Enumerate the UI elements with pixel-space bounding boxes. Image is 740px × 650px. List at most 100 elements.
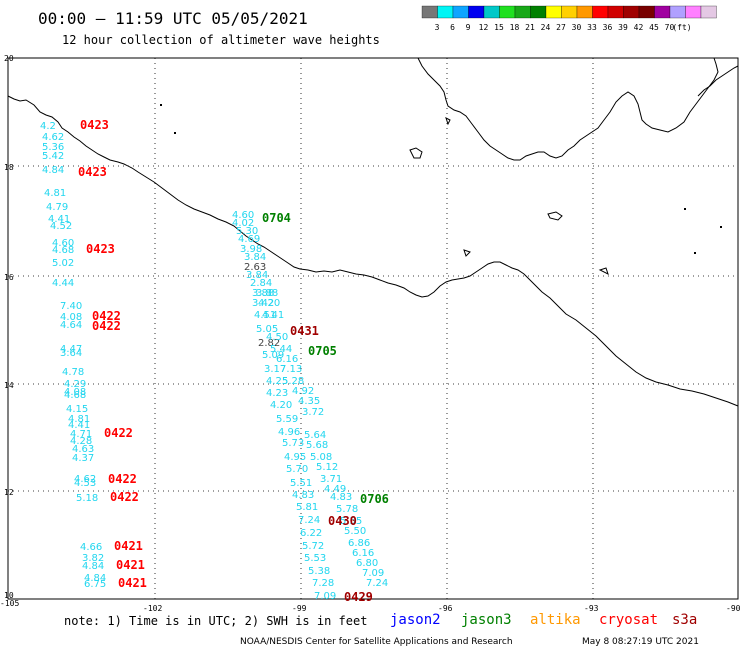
wave-height-label: 4.92 bbox=[292, 386, 314, 397]
colorbar-swatch bbox=[576, 5, 593, 19]
wave-height-label: 4.71 bbox=[70, 429, 92, 440]
colorbar-label: 42 bbox=[634, 23, 644, 32]
pass-time: 0422 bbox=[110, 490, 139, 504]
wave-height-label: 5.42 bbox=[42, 151, 64, 162]
wave-height-label: 5.44 bbox=[270, 344, 292, 355]
wave-height-label: 4.28 bbox=[70, 436, 92, 447]
pass-time: 0422 bbox=[92, 319, 121, 333]
colorbar-swatch bbox=[437, 5, 454, 19]
wave-height-label: 4.84 bbox=[42, 165, 64, 176]
x-tick-label: -102 bbox=[143, 604, 162, 613]
pass-time: 0422 bbox=[108, 472, 137, 486]
wave-height-colorbar: 3 6 9 12 15 18 21 24 27 30 33 36 39 42 45 70(ft) bbox=[421, 5, 717, 32]
wave-height-label: 3.82 bbox=[82, 553, 104, 564]
mission-altika: altika bbox=[530, 612, 581, 628]
wave-height-label: 4.66 bbox=[80, 542, 102, 553]
wave-height-label: 5.59 bbox=[276, 414, 298, 425]
colorbar-label: 70 bbox=[665, 23, 675, 32]
colorbar-swatch bbox=[638, 5, 655, 19]
wave-height-label: 5.08 bbox=[310, 452, 332, 463]
colorbar-swatch bbox=[483, 5, 500, 19]
wave-height-label: 6.80 bbox=[356, 558, 378, 569]
colorbar-swatch bbox=[685, 5, 702, 19]
timestamp: May 8 08:27:19 UTC 2021 bbox=[582, 637, 699, 647]
x-tick-label: -99 bbox=[292, 604, 307, 613]
wave-height-label: 4.35 bbox=[298, 396, 320, 407]
gulf-coastline bbox=[417, 57, 719, 161]
wave-height-label: 3.71 bbox=[320, 474, 342, 485]
footer-note: note: 1) Time is in UTC; 2) SWH is in fe… bbox=[64, 614, 367, 628]
y-tick-label: 18 bbox=[4, 163, 14, 172]
wave-height-label: 5.30 bbox=[236, 226, 258, 237]
wave-height-label: 4.78 bbox=[62, 367, 84, 378]
wave-height-label: 2.84 bbox=[250, 278, 272, 289]
wave-height-label: 4.81 bbox=[68, 414, 90, 425]
wave-height-label: 4.62 bbox=[74, 474, 96, 485]
pass-time: 0706 bbox=[360, 492, 389, 506]
wave-height-label: 3.42 bbox=[252, 298, 274, 309]
wave-height-label: 4.63 bbox=[72, 444, 94, 455]
y-tick-label: 10 bbox=[4, 591, 14, 600]
wave-height-label: 4.29 bbox=[64, 379, 86, 390]
wave-height-label: 4.08 bbox=[60, 312, 82, 323]
wave-height-label: 4.84 bbox=[82, 561, 104, 572]
pass-time: 0422 bbox=[92, 309, 121, 323]
colorbar-swatch bbox=[623, 5, 640, 19]
wave-height-label: 4.96 bbox=[278, 427, 300, 438]
colorbar-swatch bbox=[499, 5, 516, 19]
wave-height-label: 4.20 bbox=[258, 298, 280, 309]
wave-height-label: 4.68 bbox=[64, 390, 86, 401]
wave-height-label: 4.37 bbox=[72, 453, 94, 464]
colorbar-swatch bbox=[530, 5, 547, 19]
wave-height-label: 3.84 bbox=[246, 270, 268, 281]
colorbar-label: 3 bbox=[435, 23, 440, 32]
colorbar-swatch bbox=[452, 5, 469, 19]
colorbar-label: 21 bbox=[525, 23, 535, 32]
wave-height-label: 4.23 bbox=[266, 388, 288, 399]
mission-jason3: jason3 bbox=[461, 612, 512, 628]
coastline bbox=[7, 95, 739, 407]
wave-height-label: 5.51 bbox=[290, 478, 312, 489]
colorbar-label: 9 bbox=[466, 23, 471, 32]
colorbar-swatch bbox=[561, 5, 578, 19]
wave-height-label: 7.24 bbox=[298, 515, 320, 526]
wave-height-label: 4.41 bbox=[48, 214, 70, 225]
wave-height-label: 5.70 bbox=[286, 464, 308, 475]
colorbar-swatch bbox=[421, 5, 438, 19]
island-dots bbox=[160, 104, 722, 254]
wave-height-label: 4.81 bbox=[44, 188, 66, 199]
map-frame bbox=[7, 57, 739, 600]
wave-height-label: 5.73 bbox=[282, 438, 304, 449]
wave-height-label: 5.38 bbox=[308, 566, 330, 577]
wave-height-label: 4.79 bbox=[46, 202, 68, 213]
y-tick-label: 20 bbox=[4, 54, 14, 63]
colorbar-label: 45 bbox=[649, 23, 659, 32]
pass-time: 0422 bbox=[104, 426, 133, 440]
wave-height-label: 4.62 bbox=[42, 132, 64, 143]
pass-time: 0704 bbox=[262, 211, 291, 225]
wave-height-label: 7.28 bbox=[312, 578, 334, 589]
wave-height-label: 4.08 bbox=[64, 387, 86, 398]
wave-height-label: 7.09 bbox=[362, 568, 384, 579]
wave-height-label: 5.64 bbox=[304, 430, 326, 441]
pass-time: 0431 bbox=[290, 324, 319, 338]
wave-height-label: 7.24 bbox=[366, 578, 388, 589]
colorbar-label: 12 bbox=[479, 23, 489, 32]
wave-height-label: 3.72 bbox=[302, 407, 324, 418]
wave-height-label: 5.68 bbox=[306, 440, 328, 451]
x-tick-label: -90 bbox=[726, 604, 740, 613]
map-subtitle: 12 hour collection of altimeter wave hei… bbox=[62, 33, 380, 47]
wave-height-label: 4.2 bbox=[40, 121, 56, 132]
pass-time: 0421 bbox=[114, 539, 143, 553]
pass-time: 0421 bbox=[116, 558, 145, 572]
wave-height-label: 3.17 bbox=[264, 364, 286, 375]
wave-height-label: 4.02 bbox=[232, 218, 254, 229]
colorbar-label: 39 bbox=[618, 23, 628, 32]
colorbar-label: 18 bbox=[510, 23, 520, 32]
colorbar-swatch bbox=[592, 5, 609, 19]
wave-height-label: 5.78 bbox=[336, 504, 358, 515]
wave-height-label: 3.64 bbox=[60, 348, 82, 359]
wave-height-label: 4.41 bbox=[68, 420, 90, 431]
wave-height-label: 4.15 bbox=[66, 404, 88, 415]
mission-s3a: s3a bbox=[672, 612, 697, 628]
